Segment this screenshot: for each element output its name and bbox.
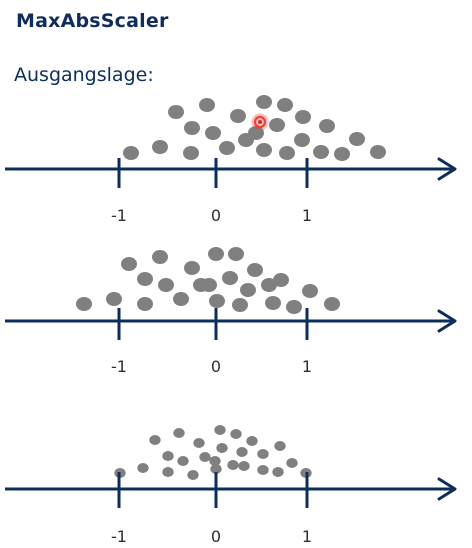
data-point-dot <box>152 140 168 154</box>
data-point-dot <box>370 145 386 159</box>
data-point-dot <box>279 146 295 160</box>
data-point-dot <box>248 126 264 140</box>
data-point-dot <box>199 98 215 112</box>
dots-layer <box>76 95 386 480</box>
data-point-dot <box>302 284 318 298</box>
cursor-layer <box>251 113 269 131</box>
axes-layer <box>5 157 457 508</box>
data-point-dot <box>232 298 248 312</box>
tick-label: 1 <box>302 527 312 546</box>
data-point-dot <box>137 463 149 473</box>
data-point-dot <box>162 451 174 461</box>
tick-label: -1 <box>111 206 127 225</box>
data-point-dot <box>201 278 217 292</box>
data-point-dot <box>168 105 184 119</box>
data-point-dot <box>209 294 225 308</box>
data-point-dot <box>208 247 224 261</box>
data-point-dot <box>269 118 285 132</box>
data-point-dot <box>228 247 244 261</box>
axis-arrowhead-icon <box>437 309 457 333</box>
cursor-highlight-icon <box>251 113 269 131</box>
data-point-dot <box>227 460 239 470</box>
data-point-dot <box>240 283 256 297</box>
data-point-dot <box>173 428 185 438</box>
data-point-dot <box>295 110 311 124</box>
tick-label: 1 <box>302 206 312 225</box>
data-point-dot <box>214 425 226 435</box>
data-point-dot <box>294 133 310 147</box>
data-point-dot <box>274 441 286 451</box>
tick-label: -1 <box>111 527 127 546</box>
data-point-dot <box>199 452 211 462</box>
data-point-dot <box>106 292 122 306</box>
data-point-dot <box>121 257 137 271</box>
data-point-dot <box>319 119 335 133</box>
data-point-dot <box>123 146 139 160</box>
data-point-dot <box>219 141 235 155</box>
slide-title: MaxAbsScaler <box>16 10 169 32</box>
tick-label: 0 <box>211 357 221 376</box>
data-point-dot <box>152 250 168 264</box>
data-point-dot <box>286 300 302 314</box>
data-point-dot <box>210 464 222 474</box>
data-point-dot <box>209 456 221 466</box>
data-point-dot <box>324 297 340 311</box>
data-point-dot <box>349 132 365 146</box>
data-point-dot <box>187 470 199 480</box>
data-point-dot <box>257 449 269 459</box>
data-point-dot <box>76 297 92 311</box>
data-point-dot <box>149 435 161 445</box>
axis-arrowhead-icon <box>437 477 457 501</box>
data-point-dot <box>205 126 221 140</box>
data-point-dot <box>286 458 298 468</box>
tick-label: 1 <box>302 357 312 376</box>
data-point-dot <box>256 95 272 109</box>
data-point-dot <box>265 296 281 310</box>
data-point-dot <box>256 143 272 157</box>
data-point-dot <box>272 467 284 477</box>
labels-layer: -1 0 1 -1 0 1 -1 0 1 <box>111 206 312 546</box>
data-point-dot <box>236 447 248 457</box>
tick-label: -1 <box>111 357 127 376</box>
data-point-dot <box>277 98 293 112</box>
data-point-dot <box>222 271 238 285</box>
data-point-dot <box>162 467 174 477</box>
data-point-dot <box>137 297 153 311</box>
data-point-dot <box>137 272 153 286</box>
data-point-dot <box>247 263 263 277</box>
tick-label: 0 <box>211 206 221 225</box>
data-point-dot <box>246 436 258 446</box>
data-point-dot <box>313 145 329 159</box>
data-point-dot <box>230 109 246 123</box>
data-point-dot <box>184 261 200 275</box>
slide-subtitle: Ausgangslage: <box>14 64 154 86</box>
data-point-dot <box>216 443 228 453</box>
data-point-dot <box>183 146 199 160</box>
data-point-dot <box>238 461 250 471</box>
data-point-dot <box>158 278 174 292</box>
axis-arrowhead-icon <box>437 157 457 181</box>
data-point-dot <box>184 121 200 135</box>
data-point-dot <box>334 147 350 161</box>
data-point-dot <box>193 438 205 448</box>
data-point-dot <box>177 456 189 466</box>
data-point-dot <box>173 292 189 306</box>
data-point-dot <box>261 278 277 292</box>
data-point-dot <box>273 273 289 287</box>
data-point-dot <box>230 429 242 439</box>
data-point-dot <box>257 465 269 475</box>
tick-label: 0 <box>211 527 221 546</box>
